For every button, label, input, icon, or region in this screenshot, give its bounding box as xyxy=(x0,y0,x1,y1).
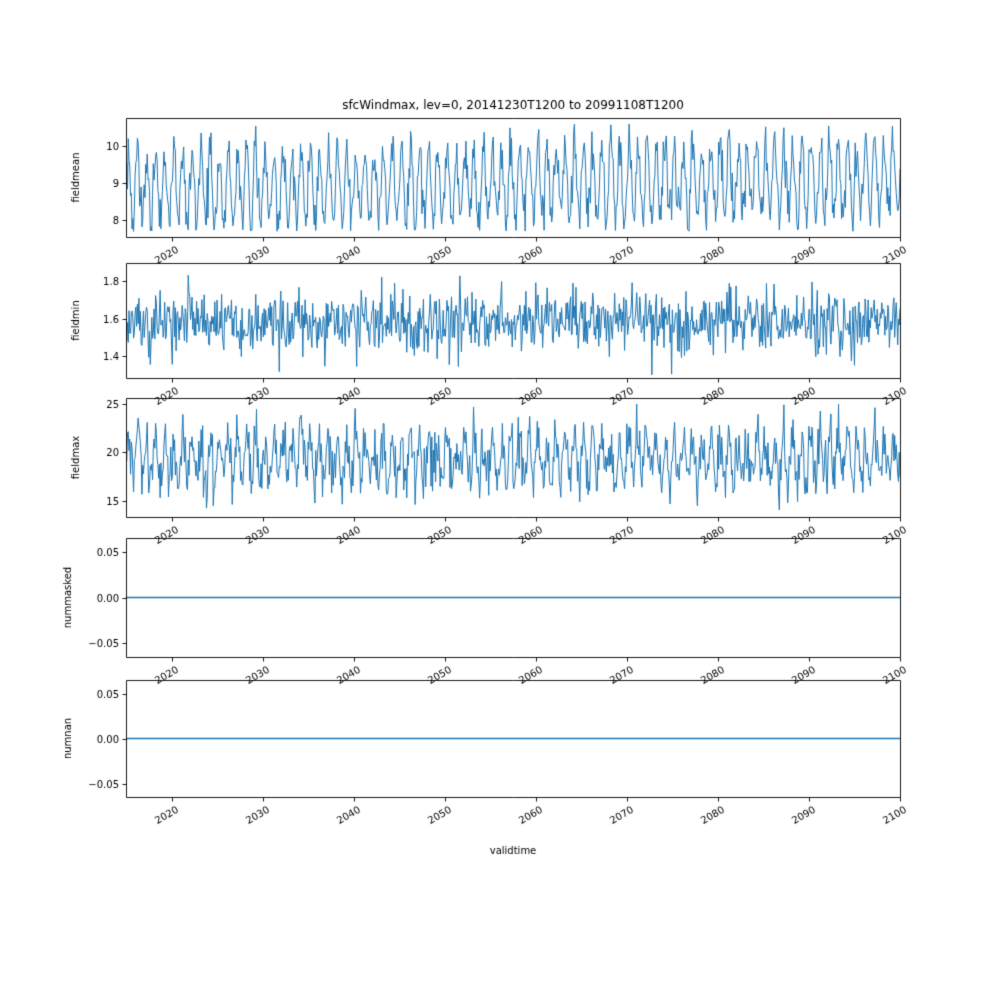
timeseries-plot-canvas xyxy=(0,0,1000,1000)
matplotlib-figure: sfcWindmax, lev=0, 20141230T1200 to 2099… xyxy=(0,0,1000,1000)
